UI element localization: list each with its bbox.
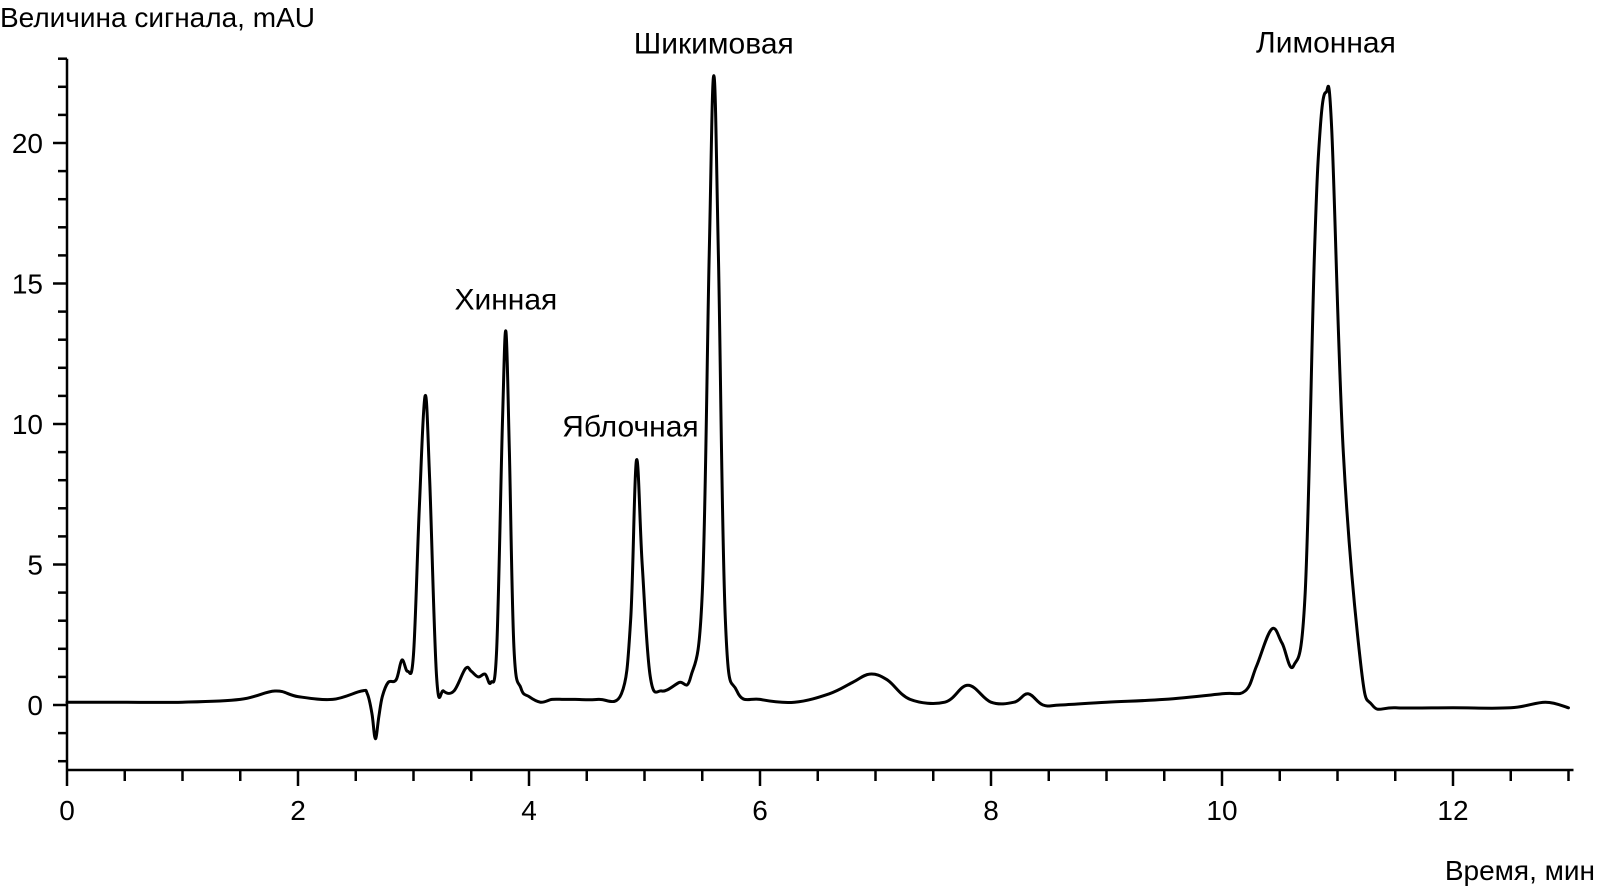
y-tick-label: 5 [27, 550, 43, 581]
peak-label: Шикимовая [634, 28, 794, 61]
x-tick-label: 4 [521, 795, 537, 826]
axes: 0 5 10 15 20 0 2 4 6 8 10 12 [12, 57, 1574, 826]
x-tick-label: 8 [983, 795, 999, 826]
peak-label: Яблочная [562, 411, 699, 444]
peak-label: Хинная [454, 283, 557, 316]
peak-label: Лимонная [1256, 26, 1396, 59]
x-tick-label: 2 [290, 795, 306, 826]
x-tick-label: 12 [1437, 795, 1468, 826]
y-tick-label: 15 [12, 269, 43, 300]
y-tick-label: 10 [12, 409, 43, 440]
x-tick-label: 0 [59, 795, 75, 826]
chromatogram-trace [65, 74, 1570, 741]
x-tick-label: 6 [752, 795, 768, 826]
series-line [65, 74, 1570, 741]
y-axis-title: Величина сигнала, mAU [0, 2, 315, 33]
x-tick-label: 10 [1206, 795, 1237, 826]
peak-labels: Хинная Яблочная Шикимовая Лимонная [454, 26, 1395, 443]
y-tick-label: 20 [12, 128, 43, 159]
x-axis-title: Время, мин [1445, 855, 1595, 886]
y-tick-label: 0 [27, 690, 43, 721]
